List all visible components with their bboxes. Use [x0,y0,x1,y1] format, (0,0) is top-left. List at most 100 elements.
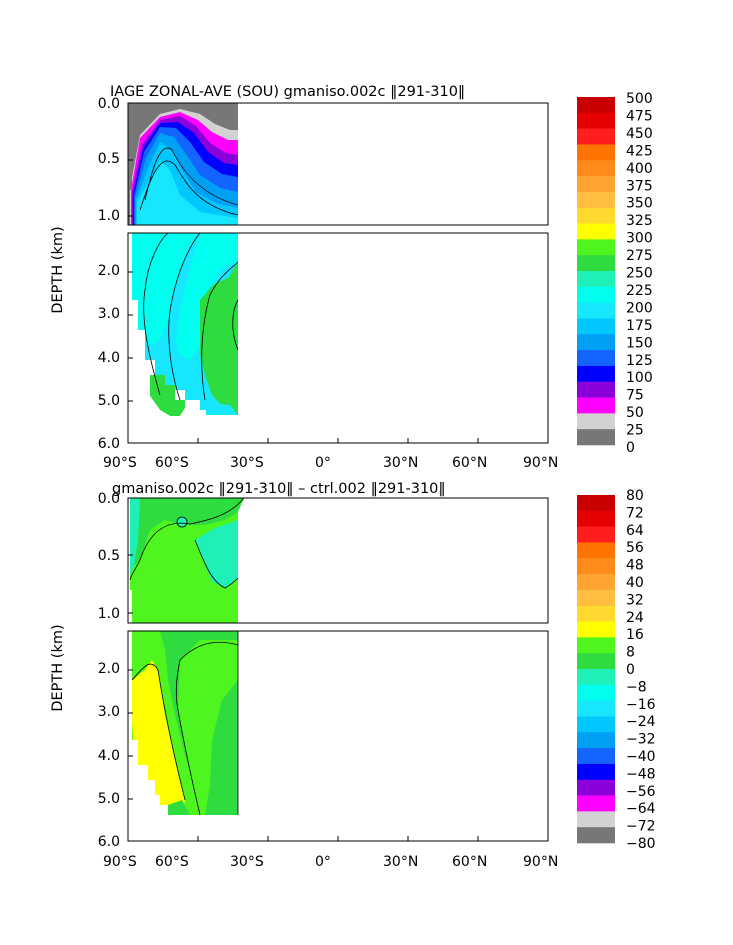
p2-cb-label: 8 [626,645,635,661]
colorbar-segment [577,716,615,733]
p2-xtick: 30°N [383,854,418,870]
p2-cb-label: 0 [626,662,635,678]
p1-ytick: 0.5 [98,151,120,167]
colorbar-segment [577,429,615,446]
panel-2-ylabel: DEPTH (km) [50,624,66,711]
p1-cb-label: 375 [626,178,653,194]
p1-upper-cyan [137,160,238,225]
p1-cb-label: 25 [626,423,644,439]
colorbar-segment [577,795,615,812]
colorbar-segment [577,334,615,351]
p1-ytick: 3.0 [98,306,120,322]
p1-lower-white-mask2 [180,400,206,416]
colorbar-segment [577,271,615,288]
p1-cb-label: 0 [626,440,635,456]
p2-cb-label: −64 [626,801,656,817]
p1-ytick: 0.0 [98,96,120,112]
p1-cb-label: 250 [626,266,653,282]
p1-ytick: 1.0 [98,208,120,224]
p2-ytick: 0.5 [98,548,120,564]
p2-ytick: 2.0 [98,661,120,677]
p2-cb-label: −8 [626,679,647,695]
panel-1-upper-field [128,103,238,225]
panel-1-colorbar [577,97,615,446]
panel-2-xticks: 90°S 60°S 30°S 0° 30°N 60°N 90°N [103,836,558,870]
panel-1-yticks: 0.0 0.5 1.0 2.0 3.0 4.0 5.0 6.0 [98,96,133,452]
colorbar-segment [577,653,615,670]
p2-ytick: 3.0 [98,704,120,720]
p2-lower-darkgreen-bottom [168,800,190,815]
colorbar-segment [577,97,615,114]
colorbar-segment [577,779,615,796]
colorbar-segment [577,128,615,145]
panel-1-ylabel: DEPTH (km) [50,226,66,313]
p1-cb-label: 500 [626,91,653,107]
p1-cb-label: 150 [626,335,653,351]
colorbar-segment [577,191,615,209]
panel-1-title: IAGE ZONAL-AVE (SOU) gmaniso.002c ‖291-3… [110,84,465,100]
p2-upper-spot [176,516,188,528]
p1-ytick: 2.0 [98,263,120,279]
colorbar-segment [577,495,615,512]
p2-xtick: 60°S [155,854,189,870]
panel-1-colorbar-labels: 500 475 450 425 400 375 350 325 300 275 … [626,91,653,456]
colorbar-segment [577,589,615,607]
p2-ytick: 5.0 [98,791,120,807]
p1-xtick: 30°N [383,455,418,471]
colorbar-segment [577,542,615,559]
p2-upper-darkgreen [130,498,244,570]
p2-cb-label: −80 [626,836,656,852]
colorbar-segment [577,669,615,686]
p1-cb-label: 200 [626,300,653,316]
p2-lower-white-mask [128,631,168,815]
p1-ytick: 5.0 [98,393,120,409]
p1-cb-label: 50 [626,405,644,421]
p2-xtick: 90°N [523,854,558,870]
panel-2-lower-field [128,631,238,815]
p1-cb-label: 100 [626,370,653,386]
p2-xtick: 60°N [452,854,487,870]
p1-cb-label: 175 [626,318,653,334]
p2-cb-label: −72 [626,819,656,835]
p2-upper-aqua [130,498,140,575]
p2-cb-label: 32 [626,592,644,608]
p1-upper-notch [128,160,132,190]
p2-ytick: 0.0 [98,491,120,507]
colorbar-segment [577,827,615,844]
panel-1-lower-field [128,233,238,416]
p2-cb-label: −40 [626,749,656,765]
p2-xtick: 0° [315,854,331,870]
p1-cb-label: 125 [626,353,653,369]
colorbar-segment [577,112,615,129]
colorbar-segment [577,255,615,272]
panel-1-xticks: 90°S 60°S 30°S 0° 30°N 60°N 90°N [103,438,558,471]
panel-2-upper-field [130,498,244,623]
p1-lower-white-mask [128,233,170,416]
p2-cb-label: −32 [626,732,656,748]
p1-xtick: 60°S [155,455,189,471]
p2-cb-label: 16 [626,627,644,643]
colorbar-segment [577,811,615,828]
p1-xtick: 0° [315,455,331,471]
p1-xtick: 90°N [523,455,558,471]
p1-cb-label: 300 [626,231,653,247]
p2-ytick: 1.0 [98,606,120,622]
p1-ytick: 4.0 [98,350,120,366]
p2-upper-aqua-right [195,520,238,588]
colorbar-segment [577,526,615,543]
p1-lower-green [200,262,238,415]
panel-2-title: gmaniso.002c ‖291-310‖ – ctrl.002 ‖291-3… [112,481,446,497]
colorbar-segment [577,763,615,781]
p1-xtick: 60°N [452,455,487,471]
p1-lower-aqua [132,233,200,345]
colorbar-segment [577,397,615,414]
p2-ytick: 4.0 [98,748,120,764]
p2-cb-label: −16 [626,697,656,713]
panel-2-upper-frame [127,497,549,624]
colorbar-segment [577,621,615,638]
p1-cb-label: 225 [626,283,653,299]
p2-cb-label: −48 [626,766,656,782]
p2-cb-label: 56 [626,540,644,556]
colorbar-segment [577,365,615,383]
p2-cb-label: 24 [626,610,644,626]
